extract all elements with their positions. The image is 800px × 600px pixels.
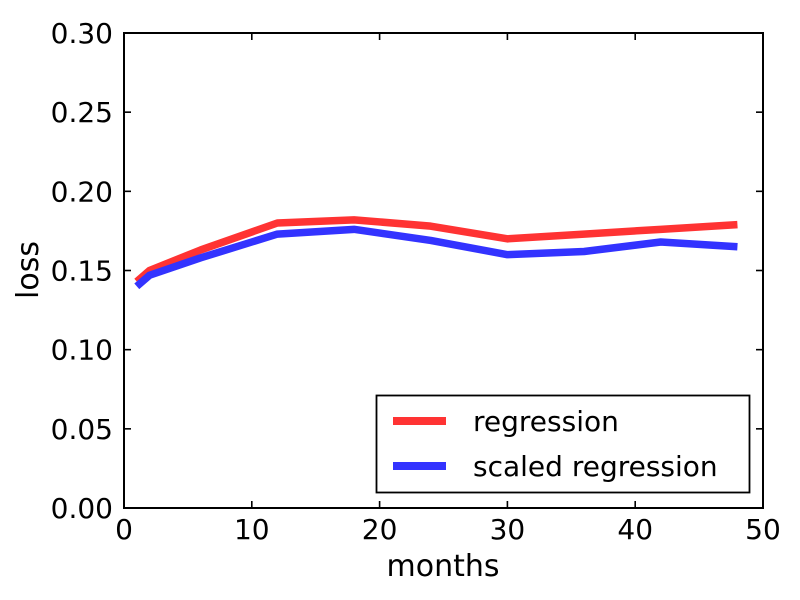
- y-tick-label: 0.15: [51, 255, 113, 288]
- series-line-scaled-regression: [134, 225, 738, 290]
- y-tick-label: 0.25: [51, 96, 113, 129]
- plot-area-border: [123, 32, 764, 509]
- y-tick-label: 0.20: [51, 175, 113, 208]
- legend-box: regression scaled regression: [375, 394, 751, 494]
- x-tick-label: 10: [234, 513, 270, 546]
- x-axis-label: months: [387, 549, 500, 584]
- y-tick-label: 0.10: [51, 334, 113, 367]
- x-tick-label: 40: [617, 513, 653, 546]
- x-tick-label: 50: [745, 513, 781, 546]
- x-tick-label: 30: [490, 513, 526, 546]
- y-tick-label: 0.05: [51, 413, 113, 446]
- legend-label-regression: regression: [473, 405, 619, 438]
- x-tick-label: 0: [115, 513, 133, 546]
- legend-border: [375, 394, 751, 494]
- y-tick-label: 0.30: [51, 17, 113, 50]
- legend-label-scaled-regression: scaled regression: [473, 450, 718, 483]
- series-line-regression: [134, 216, 738, 285]
- y-axis-label: loss: [11, 241, 46, 299]
- y-tick-label: 0.00: [51, 492, 113, 525]
- x-tick-label: 20: [362, 513, 398, 546]
